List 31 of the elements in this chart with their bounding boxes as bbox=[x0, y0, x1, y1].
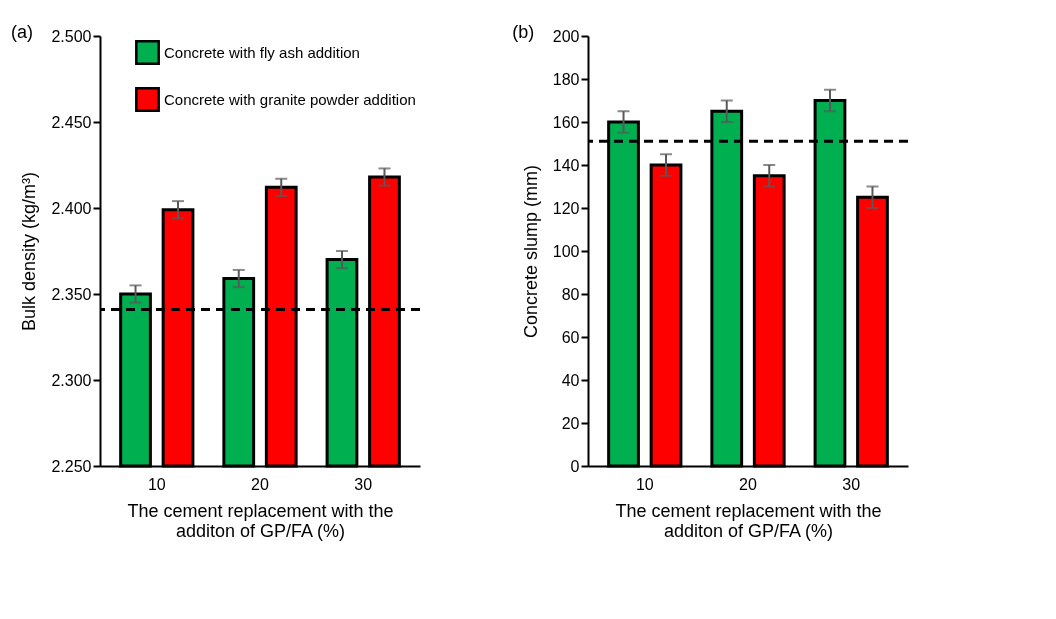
y-tick-label: 120 bbox=[552, 199, 580, 217]
y-tick-label: 100 bbox=[552, 242, 580, 260]
y-tick-label: 40 bbox=[561, 371, 580, 389]
y-tick-label: 2.400 bbox=[51, 199, 92, 217]
x-tick-label: 30 bbox=[842, 475, 861, 493]
y-tick-label: 2.300 bbox=[51, 371, 92, 389]
y-tick-label: 80 bbox=[561, 285, 580, 303]
y-tick-label: 2.250 bbox=[51, 457, 92, 475]
y-tick-label: 2.350 bbox=[51, 285, 92, 303]
y-tick-label: 20 bbox=[561, 414, 580, 432]
x-tick-label: 20 bbox=[739, 475, 757, 493]
x-tick-label: 10 bbox=[635, 475, 654, 493]
chart-title: (a) bbox=[10, 22, 33, 42]
y-axis-title: Bulk density (kg/m³) bbox=[19, 171, 40, 332]
x-tick-label: 30 bbox=[354, 475, 373, 493]
legend-label: Concrete with granite powder addition bbox=[164, 90, 416, 108]
x-axis-title: The cement replacement with the additon of GP/FA (%) bbox=[615, 500, 882, 541]
x-axis-title: The cement replacement with the additon of GP/FA (%) bbox=[127, 500, 394, 541]
y-tick-label: 200 bbox=[552, 27, 580, 45]
x-tick-label: 10 bbox=[147, 475, 166, 493]
chart-title: (b) bbox=[512, 22, 535, 42]
y-tick-label: 180 bbox=[552, 70, 580, 88]
y-tick-label: 0 bbox=[570, 457, 580, 475]
y-tick-label: 2.500 bbox=[51, 27, 92, 45]
y-tick-label: 60 bbox=[561, 328, 580, 346]
y-axis-title: Concrete slump (mm) bbox=[520, 164, 541, 339]
y-tick-label: 140 bbox=[552, 156, 580, 174]
x-tick-label: 20 bbox=[251, 475, 269, 493]
y-tick-label: 2.450 bbox=[51, 113, 92, 131]
legend-label: Concrete with fly ash addition bbox=[164, 43, 360, 61]
y-tick-label: 160 bbox=[552, 113, 580, 131]
